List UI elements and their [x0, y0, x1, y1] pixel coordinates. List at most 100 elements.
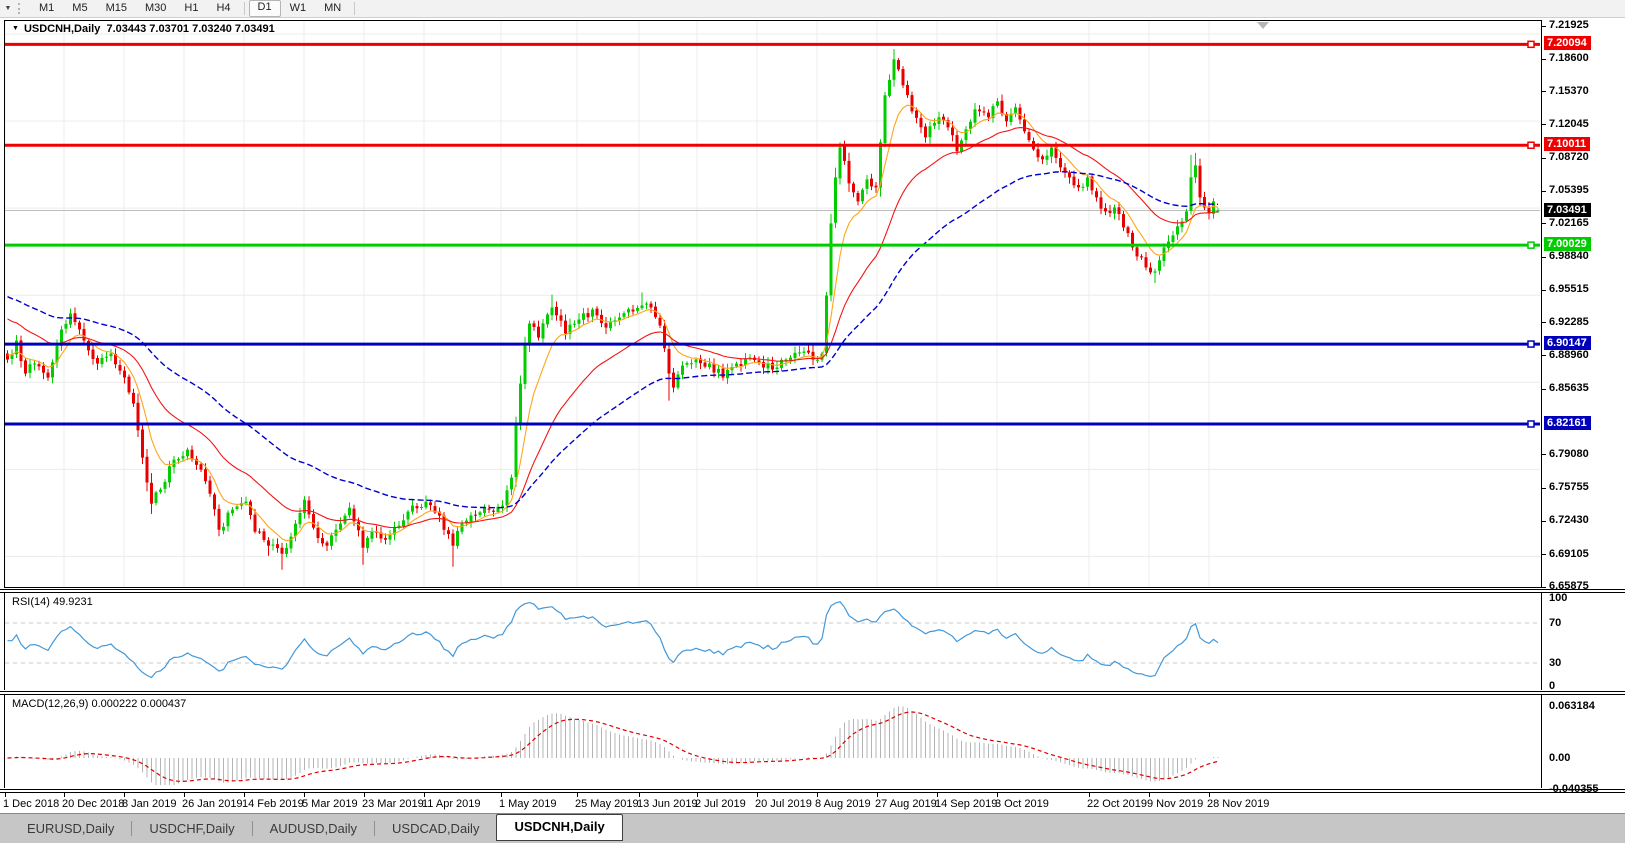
- candle-body: [388, 534, 392, 540]
- chart-dropdown-button[interactable]: ▼: [4, 5, 12, 12]
- candle-body: [645, 303, 648, 305]
- candle-body: [568, 324, 572, 334]
- hline-anchor-handle[interactable]: [1527, 40, 1535, 49]
- candle-body: [1113, 207, 1116, 214]
- date-tick-mark: [639, 793, 640, 797]
- candle-body: [1135, 247, 1139, 257]
- candle-body: [64, 323, 68, 329]
- candle-body: [933, 123, 936, 126]
- candle-body: [955, 135, 959, 152]
- candle-body: [244, 501, 248, 504]
- macd-scale-label: 0.00: [1549, 752, 1571, 764]
- candle-body: [213, 494, 216, 510]
- candle-body: [127, 376, 131, 393]
- candle-body: [838, 147, 842, 179]
- candle-body: [154, 492, 158, 503]
- candle-body: [1095, 191, 1098, 198]
- price-tick-label: 6.65875: [1549, 580, 1589, 592]
- candle-body: [784, 359, 788, 361]
- candle-body: [861, 189, 864, 202]
- candle-body: [1131, 232, 1134, 248]
- date-tick-mark: [937, 793, 938, 797]
- candle-body: [60, 329, 63, 346]
- candle-body: [735, 363, 738, 367]
- timeframe-button-h1[interactable]: H1: [184, 2, 199, 14]
- candle-body: [1117, 207, 1121, 215]
- timeframe-button-d1[interactable]: D1: [248, 0, 281, 17]
- candle-body: [577, 319, 581, 324]
- candle-body: [1104, 208, 1107, 212]
- chart-title-symbol: USDCNH,Daily: [23, 23, 101, 35]
- candle-body: [433, 506, 437, 513]
- date-label: 8 Aug 2019: [815, 798, 871, 810]
- hline-anchor-handle[interactable]: [1527, 340, 1535, 348]
- candle-body: [10, 354, 14, 359]
- date-tick-mark: [304, 793, 305, 797]
- ma-line-mid: [7, 127, 1219, 529]
- toolbar-drag-handle[interactable]: [18, 3, 24, 14]
- hline-anchor-handle[interactable]: [1527, 420, 1535, 428]
- timeframe-button-mn[interactable]: MN: [324, 2, 342, 14]
- candle-body: [325, 542, 329, 546]
- price-tick-label: 6.75755: [1549, 481, 1589, 494]
- chart-shift-marker-icon[interactable]: [1257, 22, 1269, 29]
- candle-body: [762, 361, 765, 368]
- rsi-panel-canvas[interactable]: [4, 593, 1542, 690]
- candle-body: [1140, 256, 1143, 258]
- candle-body: [339, 523, 342, 530]
- candle-body: [807, 350, 810, 353]
- candle-body: [267, 540, 270, 546]
- price-tick-label: 6.72430: [1549, 514, 1589, 527]
- date-label: 20 Dec 2018: [62, 798, 125, 810]
- candle-body: [910, 95, 914, 112]
- price-tick-label: 7.08720: [1549, 151, 1589, 164]
- candle-body: [78, 322, 81, 330]
- candle-body: [744, 358, 747, 365]
- timeframe-button-m1[interactable]: M1: [39, 2, 55, 14]
- candle-body: [1009, 113, 1013, 122]
- date-tick-mark: [697, 793, 698, 797]
- candle-body: [1149, 267, 1152, 273]
- candle-body: [357, 521, 360, 531]
- candle-body: [69, 313, 72, 325]
- symbol-tab-eurusd[interactable]: EURUSD,Daily: [27, 821, 115, 836]
- hline-anchor-handle[interactable]: [1527, 241, 1535, 249]
- date-label: 1 Dec 2018: [3, 798, 60, 810]
- panel-splitter[interactable]: [0, 592, 1625, 593]
- candle-body: [1014, 107, 1017, 113]
- toolbar-separator: [354, 2, 356, 15]
- symbol-tab-usdcad[interactable]: USDCAD,Daily: [392, 821, 480, 836]
- candle-body: [208, 480, 212, 494]
- symbol-tab-usdchf[interactable]: USDCHF,Daily: [149, 821, 235, 836]
- hline-price-label: 6.90147: [1544, 336, 1591, 351]
- price-tick-mark: [1542, 91, 1546, 93]
- candle-body: [717, 368, 720, 373]
- timeframe-button-h4[interactable]: H4: [216, 2, 231, 14]
- date-tick-mark: [577, 793, 578, 797]
- price-tick-label: 7.18600: [1549, 52, 1589, 65]
- timeframe-button-m30[interactable]: M30: [144, 2, 167, 14]
- symbol-tab-audusd[interactable]: AUDUSD,Daily: [269, 821, 358, 836]
- panel-splitter[interactable]: [0, 789, 1625, 790]
- timeframe-button-m15[interactable]: M15: [105, 2, 127, 14]
- current-price-label: 7.03491: [1544, 202, 1591, 217]
- main-chart-canvas[interactable]: [4, 20, 1542, 588]
- hline-anchor-handle[interactable]: [1527, 141, 1535, 149]
- candle-body: [1207, 207, 1211, 214]
- timeframe-button-w1[interactable]: W1: [289, 2, 307, 14]
- candle-body: [982, 111, 986, 113]
- price-tick-mark: [1542, 322, 1546, 324]
- candle-body: [303, 499, 306, 514]
- timeframe-button-m5[interactable]: M5: [72, 2, 88, 14]
- macd-panel-canvas[interactable]: [4, 695, 1542, 788]
- candle-body: [1050, 147, 1053, 157]
- panel-splitter[interactable]: [0, 589, 1625, 590]
- candle-body: [109, 353, 113, 357]
- panel-splitter[interactable]: [0, 694, 1625, 695]
- candle-body: [937, 117, 941, 125]
- price-tick-mark: [1542, 157, 1546, 159]
- hline-price-label: 6.82161: [1544, 415, 1591, 430]
- panel-splitter[interactable]: [0, 792, 1625, 793]
- symbol-tab-usdcnh[interactable]: USDCNH,Daily: [496, 813, 623, 841]
- panel-splitter[interactable]: [0, 691, 1625, 692]
